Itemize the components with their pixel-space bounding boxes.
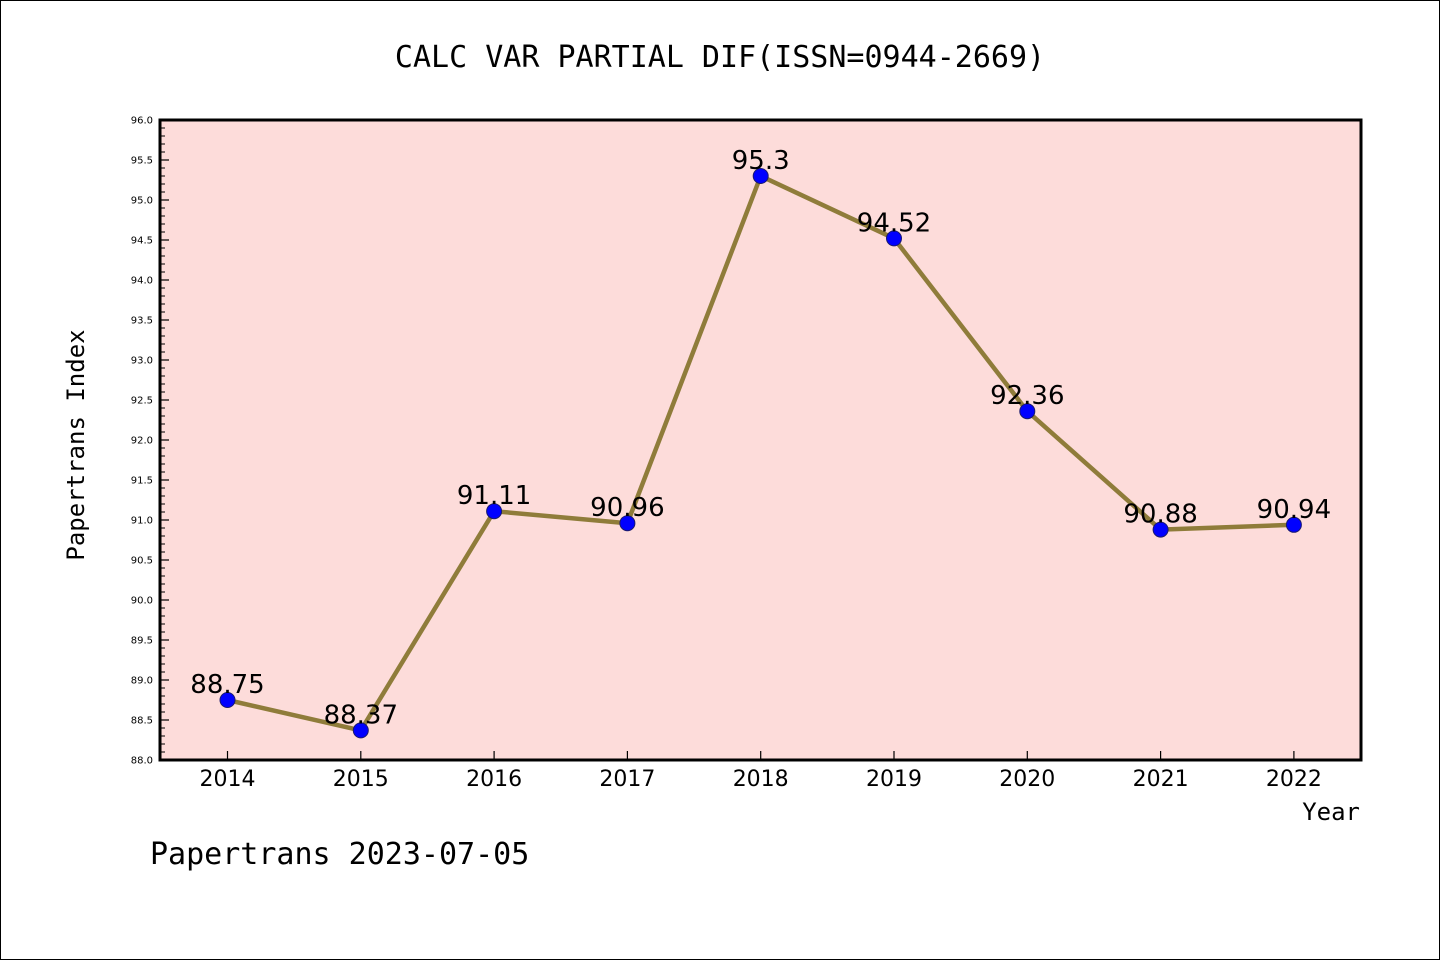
data-point xyxy=(1152,521,1169,538)
data-label: 94.52 xyxy=(857,208,931,238)
y-tick-label: 91.0 xyxy=(131,516,153,527)
y-tick-label: 90.5 xyxy=(131,556,153,567)
y-tick-label: 93.0 xyxy=(131,356,153,367)
x-tick-label: 2022 xyxy=(1266,767,1322,792)
data-point xyxy=(886,230,902,247)
x-tick-label: 2020 xyxy=(999,767,1055,792)
data-label: 90.94 xyxy=(1257,495,1331,525)
y-tick-label: 88.0 xyxy=(131,756,153,767)
data-label: 88.75 xyxy=(190,670,264,700)
data-point xyxy=(1019,403,1036,420)
data-label: 91.11 xyxy=(457,481,531,511)
data-point xyxy=(752,168,769,184)
y-tick-label: 94.0 xyxy=(131,276,153,287)
data-point xyxy=(619,515,636,532)
y-tick-label: 90.0 xyxy=(131,596,153,607)
data-point xyxy=(352,722,369,739)
y-tick-label: 92.0 xyxy=(131,436,153,447)
x-tick-label: 2021 xyxy=(1133,767,1189,792)
data-label: 90.96 xyxy=(590,493,664,523)
y-tick-label: 89.0 xyxy=(131,676,153,687)
x-tick-label: 2017 xyxy=(599,767,655,792)
data-label: 92.36 xyxy=(990,381,1064,411)
y-tick-label: 92.5 xyxy=(131,396,153,407)
data-point xyxy=(1285,516,1302,533)
y-tick-label: 93.5 xyxy=(131,316,153,327)
plot-border xyxy=(158,118,1363,762)
y-axis-label: Papertrans Index xyxy=(62,329,90,560)
y-tick-label: 88.5 xyxy=(131,716,153,727)
x-tick-label: 2016 xyxy=(466,767,522,792)
x-tick-label: 2014 xyxy=(200,767,256,792)
y-tick-label: 95.5 xyxy=(131,156,153,167)
y-tick-label: 96.0 xyxy=(131,116,153,127)
y-tick-label: 94.5 xyxy=(131,236,153,247)
plot-area xyxy=(160,120,1361,760)
data-point xyxy=(219,692,236,708)
x-axis-label: Year xyxy=(1302,798,1360,826)
data-label: 95.3 xyxy=(732,146,790,176)
footer-text: Papertrans 2023-07-05 xyxy=(150,837,529,872)
x-tick-label: 2018 xyxy=(733,767,789,792)
data-label: 90.88 xyxy=(1123,500,1197,530)
chart-title: CALC VAR PARTIAL DIF(ISSN=0944-2669) xyxy=(395,40,1045,75)
y-tick-label: 89.5 xyxy=(131,636,153,647)
data-label: 88.37 xyxy=(324,700,398,730)
y-tick-label: 91.5 xyxy=(131,476,153,487)
x-tick-label: 2015 xyxy=(333,767,389,792)
x-tick-label: 2019 xyxy=(866,767,922,792)
y-tick-label: 95.0 xyxy=(131,196,153,207)
data-point xyxy=(486,503,503,520)
series-group: 88.75 88.37 91.11 90.96 95.3 94.52 92.36 90.88 9… xyxy=(190,146,1331,739)
